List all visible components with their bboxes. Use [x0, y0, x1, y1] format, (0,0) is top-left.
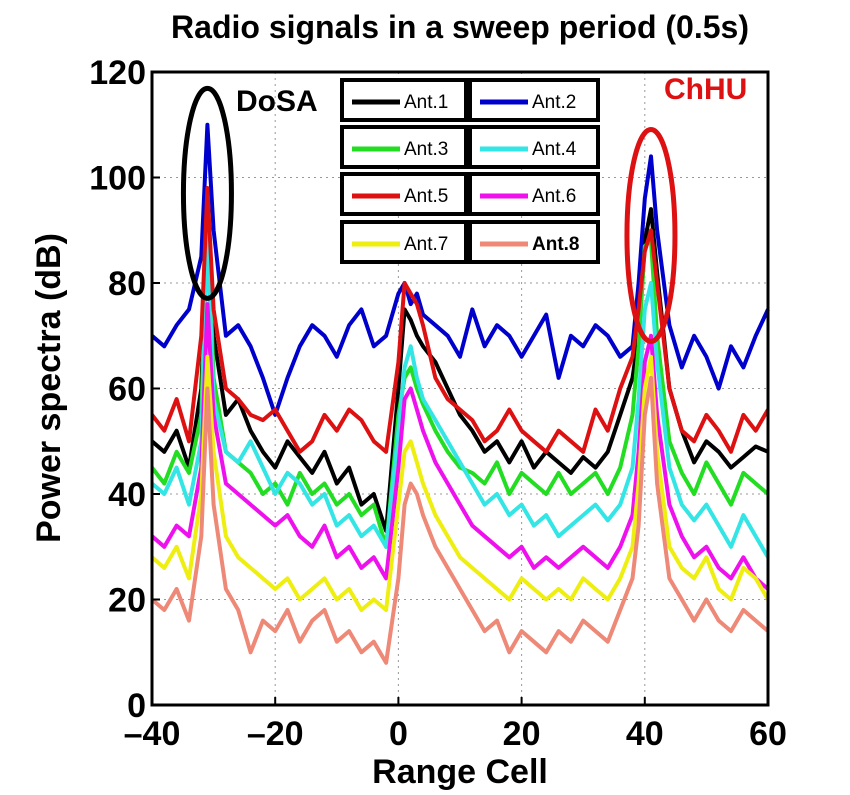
series-line-ant-4: [150, 228, 770, 559]
y-tick-label: 80: [108, 265, 146, 303]
x-axis-label: Range Cell: [372, 753, 548, 791]
legend-box: [340, 172, 468, 216]
chart-title: Radio signals in a sweep period (0.5s): [171, 9, 749, 45]
legend-label: Ant.7: [404, 234, 448, 255]
dosa-ellipse: [180, 85, 234, 301]
dosa-label: DoSA: [236, 85, 318, 118]
legend-label: Ant.4: [532, 139, 577, 160]
y-tick-label: 100: [89, 160, 146, 198]
legend-item-ant-5: Ant.5: [340, 172, 468, 216]
legend-label: Ant.3: [404, 139, 448, 160]
y-tick-label: 40: [108, 476, 146, 514]
legend: Ant.1 Ant.2 Ant.3 Ant.4 Ant.5 Ant.6 Ant.7 Ant.8: [340, 78, 600, 264]
x-tick-label: 20: [503, 715, 541, 753]
chhu-ellipse: [624, 127, 678, 345]
series-line-ant-8: [150, 375, 770, 665]
legend-item-ant-6: Ant.6: [468, 172, 600, 216]
legend-item-ant-4: Ant.4: [468, 125, 600, 169]
annotation-group: DoSA ChHU: [180, 73, 747, 345]
x-tick-label: 0: [389, 715, 408, 753]
legend-label: Ant.1: [404, 92, 448, 113]
legend-label: Ant.5: [404, 186, 448, 207]
legend-label: Ant.6: [532, 186, 576, 207]
legend-label: Ant.2: [532, 92, 576, 113]
x-tick-label: –20: [247, 715, 304, 753]
y-tick-label: 0: [127, 687, 146, 725]
series-line-ant-5: [150, 186, 770, 454]
ticks: –40 –20 0 20 40 60 0 20 40 60 80 100 120: [89, 54, 787, 753]
y-tick-label: 60: [108, 371, 146, 409]
x-tick-label: –40: [124, 715, 181, 753]
y-axis-label: Power spectra (dB): [30, 233, 68, 543]
x-tick-label: 40: [626, 715, 664, 753]
chhu-label: ChHU: [664, 73, 747, 106]
legend-label: Ant.8: [532, 234, 580, 255]
series-line-ant-2: [150, 122, 770, 417]
legend-item-ant-8: Ant.8: [468, 220, 600, 264]
y-tick-label: 120: [89, 54, 146, 92]
series-line-ant-6: [150, 302, 770, 591]
series-group: [150, 122, 770, 665]
legend-item-ant-2: Ant.2: [468, 78, 600, 122]
legend-item-ant-1: Ant.1: [340, 78, 468, 122]
legend-item-ant-7: Ant.7: [340, 220, 468, 264]
y-tick-label: 20: [108, 582, 146, 620]
x-tick-label: 60: [749, 715, 787, 753]
series-line-ant-3: [150, 207, 770, 549]
legend-item-ant-3: Ant.3: [340, 125, 468, 169]
